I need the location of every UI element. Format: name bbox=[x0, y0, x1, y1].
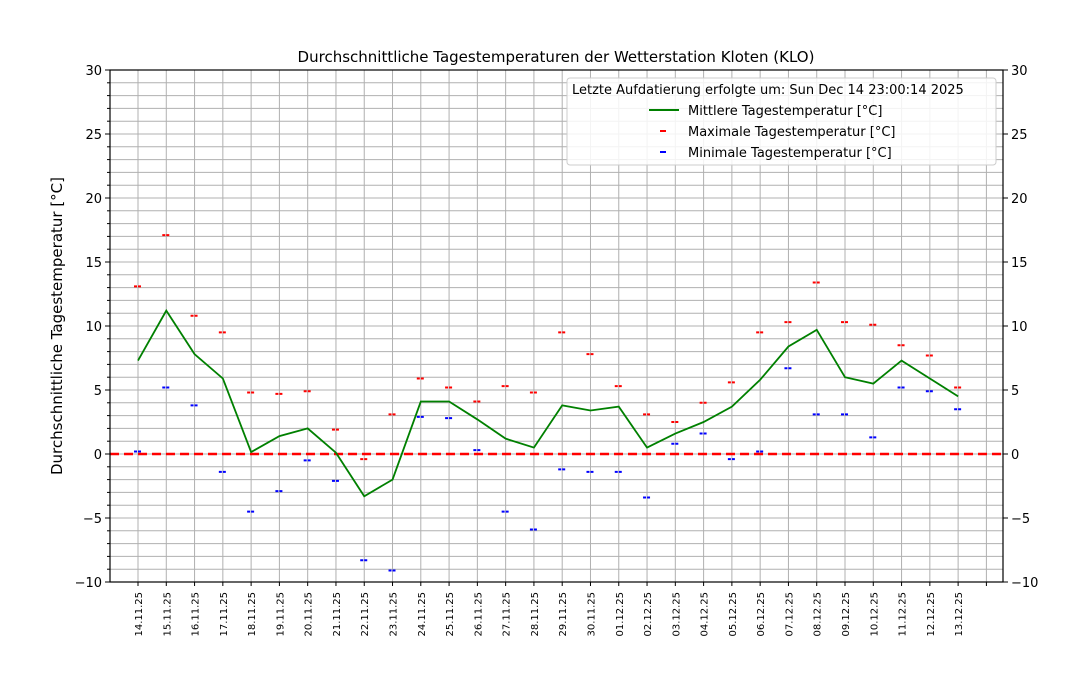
y-tick-label-left: 25 bbox=[85, 128, 102, 143]
x-tick-label: 04.12.25 bbox=[700, 592, 711, 637]
axes: 14.11.25 15.11.25 16.11.25 17.11.25 18.11.25… bbox=[75, 64, 1039, 637]
y-tick-label-left: 0 bbox=[94, 448, 102, 463]
y-tick-label-left: 15 bbox=[85, 256, 102, 271]
x-tick-label: 25.11.25 bbox=[445, 592, 456, 637]
x-tick-label: 08.12.25 bbox=[813, 592, 824, 637]
legend-label-max: Maximale Tagestemperatur [°C] bbox=[688, 125, 896, 140]
x-tick-label: 13.12.25 bbox=[954, 592, 965, 637]
y-tick-label-right: 10 bbox=[1011, 320, 1028, 335]
x-tick-label: 23.11.25 bbox=[389, 592, 400, 637]
x-tick-label: 01.12.25 bbox=[615, 592, 626, 637]
y-tick-label-left: 5 bbox=[94, 384, 102, 399]
y-tick-label-left: 30 bbox=[85, 64, 102, 79]
x-tick-label: 10.12.25 bbox=[869, 592, 880, 637]
x-tick-label: 21.11.25 bbox=[332, 592, 343, 637]
x-tick-label: 26.11.25 bbox=[473, 592, 484, 637]
legend-label-mean: Mittlere Tagestemperatur [°C] bbox=[688, 104, 882, 119]
chart-title: Durchschnittliche Tagestemperaturen der … bbox=[298, 48, 815, 66]
x-tick-label: 05.12.25 bbox=[728, 592, 739, 637]
y-tick-label-right: 30 bbox=[1011, 64, 1028, 79]
x-tick-label: 09.12.25 bbox=[841, 592, 852, 637]
mean-temperature-line bbox=[137, 308, 959, 498]
x-tick-label: 12.12.25 bbox=[926, 592, 937, 637]
x-tick-label: 15.11.25 bbox=[162, 592, 173, 637]
legend-title: Letzte Aufdatierung erfolgte um: Sun Dec… bbox=[572, 83, 964, 98]
y-tick-label-left: −5 bbox=[83, 512, 102, 527]
x-tick-label: 17.11.25 bbox=[219, 592, 230, 637]
y-tick-label-left: 10 bbox=[85, 320, 102, 335]
x-tick-label: 29.11.25 bbox=[558, 592, 569, 637]
x-tick-label: 02.12.25 bbox=[643, 592, 654, 637]
x-tick-label: 28.11.25 bbox=[530, 592, 541, 637]
legend-label-min: Minimale Tagestemperatur [°C] bbox=[688, 146, 892, 161]
y-tick-label-right: 25 bbox=[1011, 128, 1028, 143]
y-tick-label-left: 20 bbox=[85, 192, 102, 207]
x-tick-label: 27.11.25 bbox=[502, 592, 513, 637]
x-tick-label: 19.11.25 bbox=[275, 592, 286, 637]
x-tick-label: 03.12.25 bbox=[671, 592, 682, 637]
legend: Letzte Aufdatierung erfolgte um: Sun Dec… bbox=[566, 77, 997, 166]
y-tick-label-right: 20 bbox=[1011, 192, 1028, 207]
x-tick-label: 07.12.25 bbox=[784, 592, 795, 637]
y-tick-label-right: 5 bbox=[1011, 384, 1019, 399]
y-tick-label-left: −10 bbox=[75, 576, 102, 591]
x-tick-label: 14.11.25 bbox=[134, 592, 145, 637]
chart-marks bbox=[110, 234, 1003, 572]
y-tick-label-right: 0 bbox=[1011, 448, 1019, 463]
x-tick-label: 06.12.25 bbox=[756, 592, 767, 637]
legend-box bbox=[566, 77, 997, 166]
x-tick-label: 18.11.25 bbox=[247, 592, 258, 637]
x-tick-label: 11.12.25 bbox=[898, 592, 909, 637]
x-tick-label: 24.11.25 bbox=[417, 592, 428, 637]
x-tick-label: 22.11.25 bbox=[360, 592, 371, 637]
x-tick-label: 16.11.25 bbox=[191, 592, 202, 637]
y-tick-label-right: −10 bbox=[1011, 576, 1038, 591]
y-axis-label: Durchschnittliche Tagestemperatur [°C] bbox=[48, 177, 66, 475]
x-tick-label: 20.11.25 bbox=[304, 592, 315, 637]
x-tick-label: 30.11.25 bbox=[586, 592, 597, 637]
y-tick-label-right: −5 bbox=[1011, 512, 1030, 527]
y-tick-label-right: 15 bbox=[1011, 256, 1028, 271]
